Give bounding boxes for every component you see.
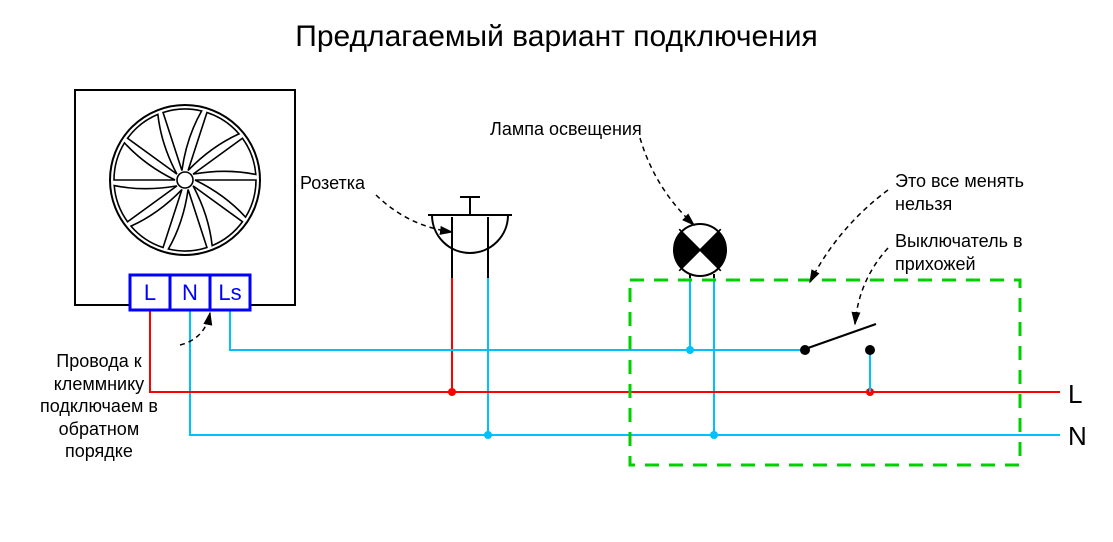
switch-lever [808,324,876,348]
wire-node [686,346,694,354]
arrow-switch-hall [855,248,888,324]
wire-node [448,388,456,396]
terminal-label: L [144,280,156,305]
wire-N-bus [190,310,1060,435]
dont-change-region [630,280,1020,465]
wire-node [710,431,718,439]
arrow-dont-change [810,190,888,282]
socket-body [432,215,508,253]
arrow-wires-note [180,313,210,345]
switch-terminal [800,345,810,355]
switch-terminal [865,345,875,355]
wire-Ls-to-switch [230,310,805,350]
fan-blade [168,190,207,251]
terminal-label: N [182,280,198,305]
wire-node [484,431,492,439]
fan-hub [177,172,193,188]
terminal-label: Ls [218,280,241,305]
fan-blade [163,109,202,170]
fan-housing [75,90,295,305]
arrow-lamp [640,138,694,225]
arrow-socket [376,195,452,232]
